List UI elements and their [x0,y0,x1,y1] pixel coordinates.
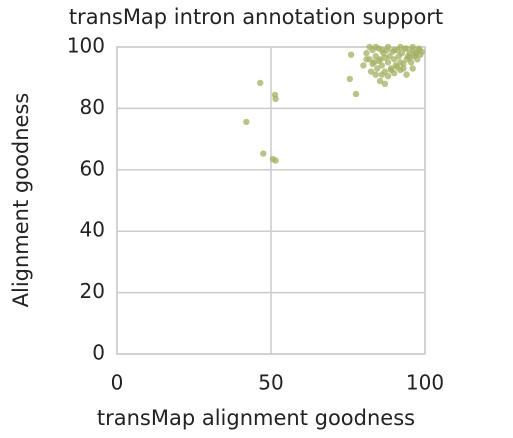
point [374,65,381,72]
point [378,71,386,78]
x-tick-label: 50 [258,371,283,395]
point [378,46,386,54]
point [369,60,376,68]
point [272,157,279,164]
point [347,51,355,58]
point [391,56,398,63]
point [412,51,419,58]
y-axis-label: Alignment goodness [9,93,33,308]
point [391,69,398,77]
point [384,43,392,51]
point [367,68,375,75]
point [397,66,404,74]
point [257,79,264,87]
point [372,43,379,51]
point [346,75,354,83]
point [363,49,370,57]
point [406,54,413,61]
x-axis-label: transMap alignment goodness [97,406,415,430]
point [360,62,367,69]
point [352,90,360,98]
chart-title: transMap intron annotation support [69,5,443,29]
point [391,46,398,54]
x-tick-label: 100 [406,371,444,395]
point [366,43,373,51]
point [409,65,416,72]
point [363,56,370,63]
x-tick-label: 0 [111,371,124,395]
point [372,71,379,78]
point [409,43,416,51]
point [243,118,250,126]
point [381,54,389,61]
y-tick-label: 100 [67,34,105,58]
point [397,43,404,51]
point [384,72,392,80]
point [378,62,386,69]
point [403,71,410,78]
point [372,53,379,60]
point [415,45,423,52]
point [272,95,279,103]
point [375,57,382,65]
y-tick-label: 60 [80,156,105,180]
point [376,77,384,85]
point [400,60,407,68]
y-tick-label: 80 [80,95,105,119]
y-tick-label: 0 [92,341,105,365]
point [260,150,267,157]
point [384,59,392,66]
y-tick-label: 20 [80,279,105,303]
point [398,49,406,57]
point [381,80,389,88]
point [403,45,410,52]
y-tick-label: 40 [80,218,105,242]
